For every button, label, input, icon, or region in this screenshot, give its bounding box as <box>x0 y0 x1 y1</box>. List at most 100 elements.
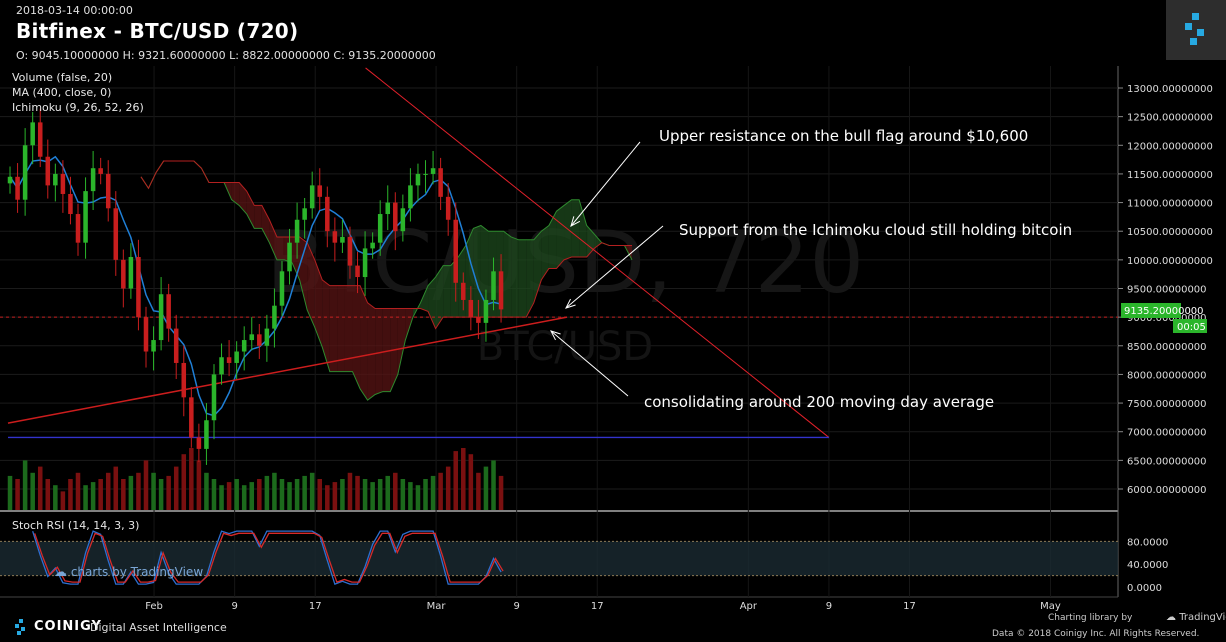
candle-body <box>461 282 466 300</box>
candle-body <box>53 173 58 186</box>
candle-body <box>325 196 330 232</box>
candle-body <box>98 168 103 174</box>
y-tick-label: 8500.00000000 <box>1127 342 1207 353</box>
volume-bar <box>415 485 421 510</box>
cloud-segment <box>322 279 330 372</box>
stoch-tick-label: 40.0000 <box>1127 560 1168 571</box>
cloud-segment <box>382 308 391 392</box>
resistance-trendline <box>365 67 830 438</box>
candle-body <box>189 397 194 438</box>
time-axis[interactable]: Feb 9 17 Mar 9 17 Apr 9 17 May <box>145 601 1061 612</box>
indicator-volume[interactable]: Volume (false, 20) <box>12 71 113 84</box>
stoch-d-line <box>34 532 504 583</box>
candle-body <box>332 231 338 243</box>
candle-body <box>68 193 73 215</box>
cloud-segment <box>329 285 338 372</box>
volume-bar <box>113 466 119 510</box>
price-tag-box <box>1121 303 1181 318</box>
cloud-segment <box>541 225 549 280</box>
candle-body <box>166 294 171 329</box>
cloud-segment <box>261 205 270 243</box>
coinigy-logo[interactable] <box>1166 0 1226 60</box>
candle-body <box>355 265 360 278</box>
candle-body <box>370 242 375 249</box>
candle-body <box>219 357 224 375</box>
annotation-arrow <box>550 330 629 397</box>
volume-bar <box>211 479 217 510</box>
tenkan-line <box>9 155 502 417</box>
footer-tradingview[interactable]: ☁ TradingView <box>1166 612 1226 623</box>
footer-tradingview-text: TradingView <box>1179 612 1226 623</box>
volume-bar <box>151 472 156 510</box>
cloud-segment <box>443 265 451 318</box>
candle-body <box>377 214 383 243</box>
volume-bar <box>121 479 126 510</box>
annotation-arrowhead <box>565 298 576 309</box>
cloud-segment <box>367 302 376 401</box>
volume-bar <box>317 479 323 510</box>
cloud-segment <box>428 277 436 329</box>
candle-body <box>491 271 496 300</box>
candle-body <box>438 168 443 197</box>
cloud-segment <box>360 285 368 401</box>
candle-body <box>83 191 88 243</box>
volume-bar <box>347 472 353 510</box>
volume-bar <box>37 466 43 510</box>
timer-tag-value: 00:05 <box>1177 322 1206 333</box>
candle-body <box>362 248 368 278</box>
volume-bar <box>461 448 466 510</box>
volume-bar <box>498 475 504 510</box>
cloud-segment <box>307 242 315 328</box>
indicator-stoch-rsi[interactable]: Stoch RSI (14, 14, 3, 3) <box>12 519 140 532</box>
candle-body <box>302 208 307 220</box>
y-tick-label: 13000.00000000 <box>1127 84 1213 95</box>
y-tick-label: 11000.00000000 <box>1127 199 1213 210</box>
volume-bar <box>483 466 489 510</box>
candle-body <box>151 340 156 352</box>
candle-body <box>309 185 315 209</box>
candle-body <box>317 185 323 197</box>
volume-bar <box>362 479 368 510</box>
candle-body <box>136 256 141 318</box>
x-tick-label: Mar <box>427 601 447 612</box>
cloud-segment <box>412 302 421 318</box>
coinigy-footer-icon <box>15 619 25 635</box>
candle-body <box>294 219 300 243</box>
y-tick-label: 10500.00000000 <box>1127 227 1213 238</box>
y-tick-label: 10000.00000000 <box>1127 256 1213 267</box>
candle-body <box>249 334 255 341</box>
candle-body <box>279 271 285 306</box>
candle-body <box>90 168 96 192</box>
volume-bar <box>393 472 398 510</box>
x-tick-label: 17 <box>309 601 322 612</box>
cloud-segment <box>548 211 557 269</box>
cloud-segment <box>511 236 519 318</box>
stoch-rsi-pane <box>0 530 1118 586</box>
candle-body <box>257 334 262 346</box>
volume-bar <box>226 482 232 510</box>
candle-body <box>60 173 66 194</box>
tradingview-watermark-text: charts by TradingView <box>70 565 204 579</box>
volume-bar <box>430 475 436 510</box>
volume-bar <box>204 472 209 510</box>
annotation-arrowhead <box>550 330 561 341</box>
indicator-ma[interactable]: MA (400, close, 0) <box>12 86 112 99</box>
candle-body <box>445 196 451 220</box>
price-axis[interactable]: 6000.00000000 6500.00000000 7000.00000000 7… <box>1118 84 1213 594</box>
stoch-k-line <box>32 530 502 586</box>
volume-bar <box>332 482 338 510</box>
volume-bar <box>181 454 187 510</box>
y-tick-label: 6000.00000000 <box>1127 485 1207 496</box>
volume-bar <box>75 472 81 510</box>
volume-bar <box>385 475 391 510</box>
candle-body <box>385 202 391 215</box>
candle-body <box>30 122 35 146</box>
indicator-ichimoku[interactable]: Ichimoku (9, 26, 52, 26) <box>12 101 144 114</box>
watermark-subsymbol: BTC/USD <box>477 324 653 370</box>
cloud-segment <box>231 182 240 206</box>
volume-bar <box>105 472 111 510</box>
tradingview-watermark: ☁ charts by TradingView <box>54 565 203 580</box>
chart-title: Bitfinex - BTC/USD (720) <box>16 19 299 43</box>
volume-bar <box>136 472 141 510</box>
cloud-span-b <box>140 160 633 330</box>
